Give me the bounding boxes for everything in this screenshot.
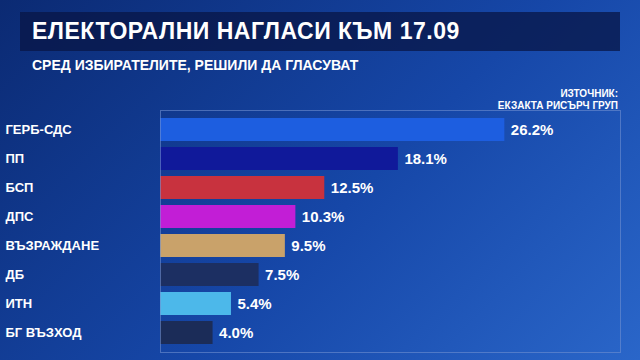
svg-text:18.1%: 18.1% xyxy=(404,150,447,167)
svg-text:ДПС: ДПС xyxy=(6,209,35,224)
svg-text:ВЪЗРАЖДАНЕ: ВЪЗРАЖДАНЕ xyxy=(6,238,100,253)
svg-text:ГЕРБ-СДС: ГЕРБ-СДС xyxy=(6,122,73,137)
svg-text:5.4%: 5.4% xyxy=(237,295,271,312)
svg-text:7.5%: 7.5% xyxy=(265,266,299,283)
svg-text:12.5%: 12.5% xyxy=(331,179,374,196)
svg-text:ДБ: ДБ xyxy=(6,267,25,282)
svg-text:9.5%: 9.5% xyxy=(291,237,325,254)
html-text:СРЕД ИЗБИРАТЕЛИТЕ, РЕШИЛИ ДА Г: СРЕД ИЗБИРАТЕЛИТЕ, РЕШИЛИ ДА ГЛАСУВАТ xyxy=(32,57,359,73)
svg-text:БСП: БСП xyxy=(6,180,34,195)
svg-text:БГ ВЪЗХОД: БГ ВЪЗХОД xyxy=(6,325,83,340)
svg-text:ИТН: ИТН xyxy=(6,296,33,311)
html-text:ЕКЗАКТА РИСЪРЧ ГРУП: ЕКЗАКТА РИСЪРЧ ГРУП xyxy=(497,100,618,111)
svg-text:10.3%: 10.3% xyxy=(302,208,345,225)
svg-text:26.2%: 26.2% xyxy=(511,121,554,138)
svg-text:4.0%: 4.0% xyxy=(219,324,253,341)
html-text:ИЗТОЧНИК:: ИЗТОЧНИК: xyxy=(560,88,618,99)
svg-text:ПП: ПП xyxy=(6,151,25,166)
html-text:ЕЛЕКТОРАЛНИ НАГЛАСИ КЪМ 17.09: ЕЛЕКТОРАЛНИ НАГЛАСИ КЪМ 17.09 xyxy=(32,18,460,44)
